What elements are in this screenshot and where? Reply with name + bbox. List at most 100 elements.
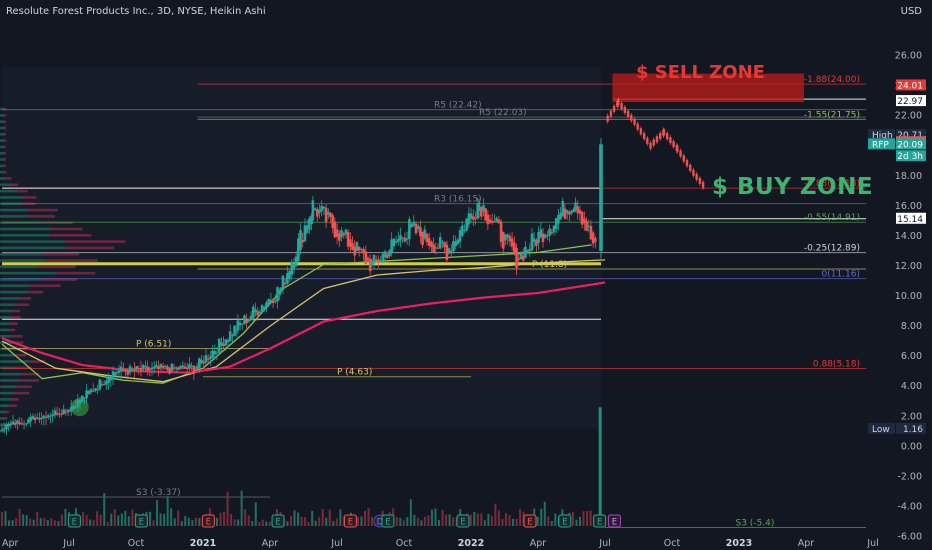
candle-body: [501, 231, 505, 249]
profile-bar-down: [66, 246, 115, 250]
event-marker-earnings[interactable]: [593, 514, 607, 528]
profile-bar-down: [23, 196, 37, 199]
volume-bar: [304, 517, 307, 526]
candle-body: [467, 213, 471, 225]
event-letter: E: [348, 518, 353, 528]
candle-body: [267, 298, 270, 306]
candle-body: [342, 233, 346, 236]
volume-bar: [180, 521, 183, 526]
candle-body: [360, 248, 363, 250]
event-marker-earnings[interactable]: [456, 514, 470, 528]
candle-body: [9, 423, 13, 426]
candle-body: [83, 397, 86, 399]
volume-bar: [254, 502, 257, 526]
candle-body: [126, 370, 130, 375]
event-marker-earnings-neg[interactable]: [201, 514, 215, 528]
volume-bar: [540, 508, 543, 526]
volume-bar: [92, 520, 95, 526]
candle-body: [430, 241, 433, 247]
candle-body: [353, 246, 357, 256]
candle-body: [24, 423, 28, 425]
candle-body: [240, 323, 244, 325]
profile-bar-up: [0, 107, 4, 111]
candle-body: [206, 358, 210, 360]
candle-body: [113, 371, 116, 376]
volume-bar: [504, 513, 507, 526]
event-marker-earnings-neg[interactable]: [523, 514, 537, 528]
profile-bar-down: [3, 151, 6, 155]
price-label-box: [896, 150, 926, 162]
candle-body: [591, 232, 595, 244]
candle-body: [141, 365, 145, 370]
volume-bar: [473, 511, 476, 526]
candle-body: [315, 209, 319, 217]
candle-body: [419, 227, 422, 237]
event-marker-earnings[interactable]: [381, 514, 395, 528]
candle-body: [589, 225, 593, 240]
event-marker-earnings[interactable]: [67, 514, 81, 528]
time-axis[interactable]: Apr Jul Oct 2021 Apr Jul Oct 2022 Apr Jul Oct 2023 A…: [2, 538, 879, 549]
event-marker-upcoming[interactable]: [607, 514, 621, 528]
price-tick-label: 8.00: [901, 321, 922, 332]
candle-body: [190, 365, 193, 367]
event-marker-earnings[interactable]: [134, 514, 148, 528]
volume-bar: [233, 519, 236, 526]
profile-bar-down: [27, 290, 44, 294]
event-marker-earnings[interactable]: [558, 514, 572, 528]
candle-body: [85, 390, 88, 399]
time-tick-label: Apr: [2, 538, 19, 549]
volume-bar: [494, 503, 497, 526]
candle-body: [340, 230, 343, 237]
candle-body: [2, 428, 6, 430]
event-letter: E: [562, 518, 567, 528]
price-label: 22.97: [897, 97, 923, 107]
candle-body: [510, 238, 514, 247]
profile-bar-up: [0, 391, 14, 395]
profile-bar-down: [4, 417, 8, 420]
volume-bar: [191, 520, 194, 526]
candle-body: [195, 366, 199, 370]
event-marker-earnings[interactable]: [271, 514, 285, 528]
price-tick-label: 16.00: [895, 201, 922, 212]
candle-body: [152, 366, 156, 369]
event-marker-earnings-neg[interactable]: [343, 514, 357, 528]
candle-body: [552, 225, 556, 233]
candle-body: [67, 410, 71, 412]
candle-body: [170, 363, 174, 371]
candle-body: [159, 364, 163, 368]
price-label: 20.09: [897, 140, 923, 150]
candle-body: [427, 238, 431, 246]
candle-body: [490, 220, 494, 223]
volume-bar: [29, 518, 32, 526]
profile-bar-up: [0, 151, 4, 155]
volume-bar: [113, 509, 116, 526]
candle-body: [495, 218, 498, 222]
candle-body: [574, 202, 577, 211]
candle-body: [535, 240, 538, 246]
price-axis[interactable]: 26.0024.0022.0020.0018.0016.0014.0012.00…: [868, 51, 926, 543]
candle-body: [303, 225, 307, 242]
profile-bar-up: [0, 233, 51, 237]
candle-body: [524, 246, 527, 258]
candle-body: [434, 247, 438, 249]
candle-body: [550, 232, 554, 234]
candle-body: [414, 223, 418, 234]
price-label: 20.71: [897, 131, 923, 141]
currency-label: USD: [900, 6, 922, 17]
candle-body: [469, 213, 473, 219]
volume-bar: [82, 512, 85, 526]
volume-bar: [314, 520, 317, 526]
candle-body: [512, 242, 516, 254]
candle-body: [98, 379, 102, 390]
profile-bar-up: [0, 139, 4, 142]
volume-bar: [18, 508, 21, 526]
profile-bar-down: [45, 259, 98, 262]
candle-body: [238, 322, 242, 326]
price-tick-label: 22.00: [895, 111, 922, 122]
profile-bar-down: [10, 183, 19, 187]
candle-body: [94, 388, 97, 391]
candle-body: [344, 229, 348, 235]
candle-body: [111, 371, 115, 380]
